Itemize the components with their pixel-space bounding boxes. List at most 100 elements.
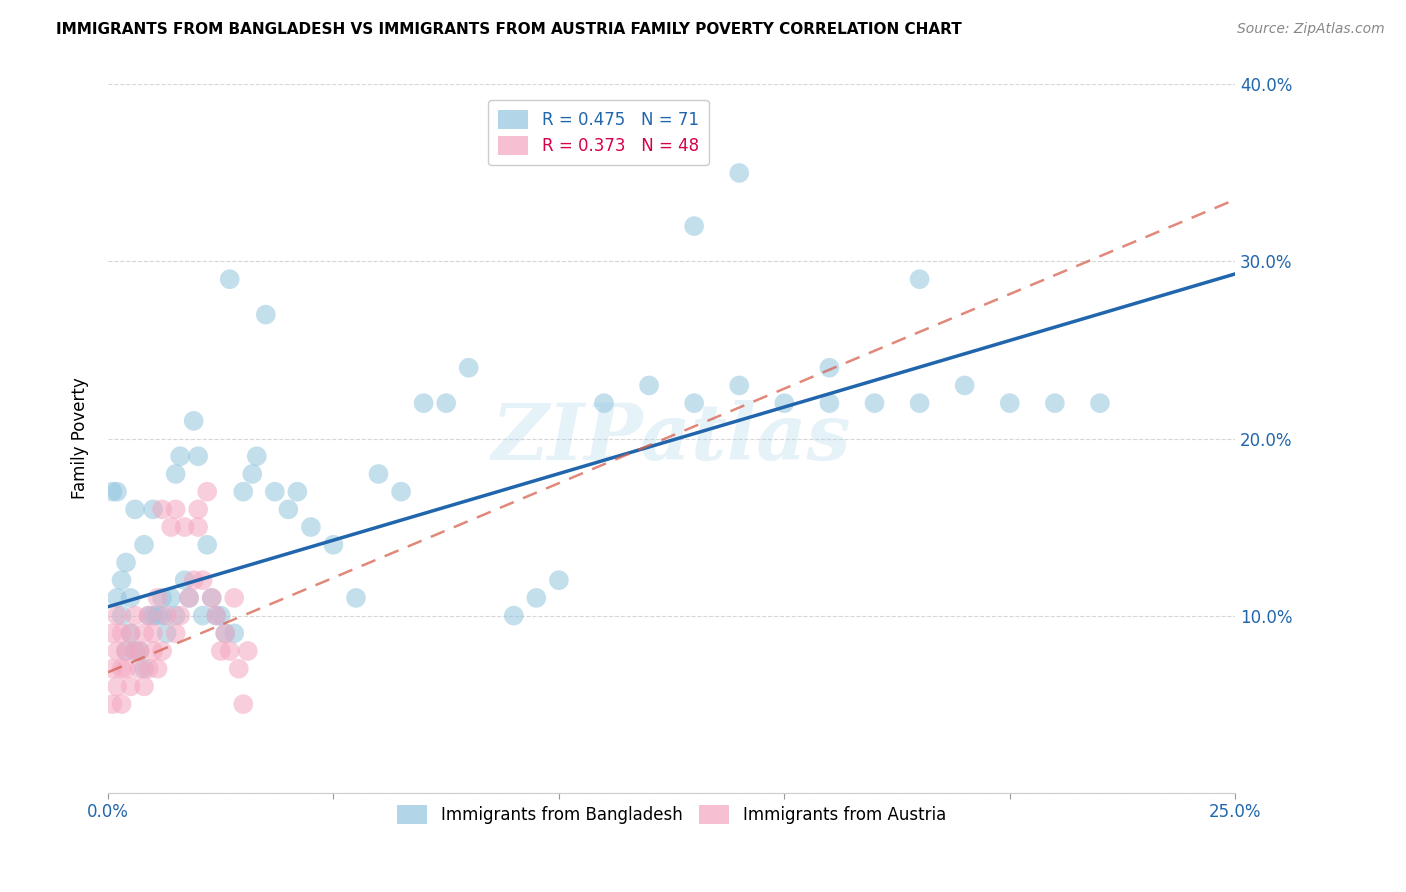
Point: [773, 396, 796, 410]
Point: [818, 360, 841, 375]
Point: [110, 608, 132, 623]
Point: [173, 520, 195, 534]
Point: [138, 662, 160, 676]
Point: [142, 644, 165, 658]
Point: [150, 608, 173, 623]
Point: [146, 591, 169, 605]
Point: [1088, 396, 1111, 410]
Point: [191, 608, 214, 623]
Point: [115, 662, 138, 676]
Point: [240, 467, 263, 481]
Point: [120, 626, 142, 640]
Text: IMMIGRANTS FROM BANGLADESH VS IMMIGRANTS FROM AUSTRIA FAMILY POVERTY CORRELATION: IMMIGRANTS FROM BANGLADESH VS IMMIGRANTS…: [56, 22, 962, 37]
Point: [165, 608, 187, 623]
Point: [367, 467, 389, 481]
Point: [120, 626, 142, 640]
Point: [254, 308, 277, 322]
Point: [101, 626, 124, 640]
Point: [105, 680, 128, 694]
Y-axis label: Family Poverty: Family Poverty: [72, 377, 89, 500]
Point: [142, 626, 165, 640]
Point: [214, 626, 236, 640]
Point: [524, 591, 547, 605]
Point: [124, 502, 146, 516]
Point: [908, 272, 931, 286]
Point: [412, 396, 434, 410]
Point: [205, 608, 228, 623]
Point: [101, 697, 124, 711]
Point: [105, 591, 128, 605]
Point: [101, 662, 124, 676]
Point: [214, 626, 236, 640]
Point: [195, 484, 218, 499]
Point: [322, 538, 344, 552]
Point: [155, 608, 177, 623]
Point: [205, 608, 228, 623]
Point: [115, 644, 138, 658]
Point: [953, 378, 976, 392]
Point: [232, 484, 254, 499]
Point: [179, 591, 201, 605]
Point: [344, 591, 367, 605]
Point: [728, 166, 751, 180]
Point: [115, 556, 138, 570]
Point: [165, 502, 187, 516]
Point: [150, 591, 173, 605]
Point: [150, 644, 173, 658]
Point: [124, 644, 146, 658]
Point: [160, 591, 183, 605]
Point: [728, 378, 751, 392]
Point: [165, 626, 187, 640]
Point: [218, 644, 240, 658]
Point: [183, 414, 205, 428]
Point: [263, 484, 285, 499]
Point: [187, 449, 209, 463]
Point: [209, 608, 232, 623]
Point: [138, 608, 160, 623]
Point: [105, 608, 128, 623]
Point: [142, 608, 165, 623]
Point: [155, 626, 177, 640]
Point: [105, 484, 128, 499]
Point: [285, 484, 308, 499]
Point: [187, 520, 209, 534]
Point: [110, 662, 132, 676]
Point: [169, 449, 191, 463]
Point: [299, 520, 322, 534]
Point: [128, 644, 150, 658]
Point: [101, 484, 124, 499]
Point: [128, 644, 150, 658]
Point: [115, 644, 138, 658]
Point: [128, 662, 150, 676]
Text: ZIPatlas: ZIPatlas: [492, 401, 851, 477]
Point: [863, 396, 886, 410]
Point: [187, 502, 209, 516]
Point: [132, 680, 155, 694]
Point: [150, 502, 173, 516]
Point: [120, 680, 142, 694]
Point: [593, 396, 616, 410]
Point: [228, 662, 250, 676]
Point: [183, 573, 205, 587]
Point: [132, 538, 155, 552]
Point: [179, 591, 201, 605]
Point: [209, 644, 232, 658]
Point: [124, 608, 146, 623]
Point: [191, 573, 214, 587]
Point: [818, 396, 841, 410]
Point: [1043, 396, 1066, 410]
Point: [224, 626, 246, 640]
Point: [434, 396, 457, 410]
Point: [224, 591, 246, 605]
Text: Source: ZipAtlas.com: Source: ZipAtlas.com: [1237, 22, 1385, 37]
Point: [195, 538, 218, 552]
Point: [146, 662, 169, 676]
Point: [218, 272, 240, 286]
Point: [236, 644, 259, 658]
Point: [120, 591, 142, 605]
Point: [502, 608, 524, 623]
Point: [132, 662, 155, 676]
Point: [547, 573, 569, 587]
Point: [142, 502, 165, 516]
Point: [138, 608, 160, 623]
